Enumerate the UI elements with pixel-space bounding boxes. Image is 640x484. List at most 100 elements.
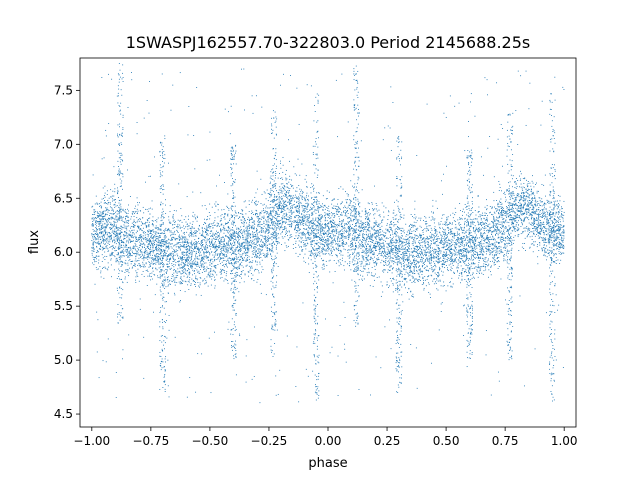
data-point xyxy=(303,221,305,222)
data-point xyxy=(410,223,411,225)
data-point xyxy=(500,230,502,232)
data-point xyxy=(562,246,564,248)
data-point xyxy=(239,244,241,246)
data-point xyxy=(158,242,160,244)
data-point xyxy=(323,227,325,229)
data-point xyxy=(292,204,294,206)
data-point xyxy=(124,222,126,224)
data-point xyxy=(517,193,519,194)
data-point xyxy=(300,246,302,247)
data-point xyxy=(126,245,128,247)
data-point xyxy=(513,227,515,229)
data-point xyxy=(421,260,423,262)
data-point xyxy=(476,247,478,249)
data-point xyxy=(348,235,350,237)
data-point xyxy=(169,205,171,207)
data-point xyxy=(110,196,112,198)
data-point xyxy=(527,204,529,206)
data-point xyxy=(113,231,115,233)
data-point xyxy=(209,242,211,244)
data-point xyxy=(388,261,390,263)
data-point xyxy=(335,243,337,245)
data-point xyxy=(263,245,265,247)
data-point xyxy=(435,278,437,279)
data-point xyxy=(554,238,556,240)
data-point xyxy=(181,258,183,259)
data-point xyxy=(240,229,242,231)
data-point xyxy=(472,276,474,278)
data-point xyxy=(342,219,344,221)
data-point xyxy=(214,272,216,274)
data-point xyxy=(229,236,231,238)
data-point xyxy=(530,202,532,204)
data-point xyxy=(128,242,130,244)
data-point xyxy=(296,206,298,207)
data-point xyxy=(380,248,382,250)
data-point xyxy=(548,234,550,236)
data-point xyxy=(460,272,462,274)
data-point xyxy=(306,219,308,221)
data-point xyxy=(488,276,489,278)
data-point xyxy=(453,261,455,263)
data-point xyxy=(368,264,370,265)
data-point xyxy=(376,263,378,265)
data-point xyxy=(556,229,558,231)
data-point xyxy=(298,232,300,234)
data-point xyxy=(406,254,408,256)
data-point xyxy=(361,241,363,242)
data-point xyxy=(154,255,156,257)
data-point xyxy=(272,251,274,253)
data-point xyxy=(487,215,488,217)
data-point xyxy=(430,260,432,262)
data-point xyxy=(271,250,273,252)
data-point xyxy=(281,190,282,192)
data-point xyxy=(110,227,112,229)
data-point xyxy=(97,212,99,214)
data-point xyxy=(405,287,406,289)
data-point xyxy=(92,217,94,219)
data-point xyxy=(422,264,424,266)
data-point xyxy=(291,198,293,200)
data-point xyxy=(280,160,281,162)
data-point xyxy=(228,226,230,228)
data-point xyxy=(551,250,553,252)
data-point xyxy=(310,251,312,253)
data-point xyxy=(464,248,466,250)
data-point xyxy=(128,220,129,222)
data-point xyxy=(119,218,120,219)
data-point xyxy=(158,237,160,239)
data-point xyxy=(321,250,323,252)
data-point xyxy=(315,201,317,203)
data-point xyxy=(316,199,318,201)
data-point xyxy=(111,248,113,250)
data-point xyxy=(547,240,549,241)
data-point xyxy=(510,197,512,199)
data-point xyxy=(524,177,526,179)
data-point xyxy=(256,216,258,218)
data-point xyxy=(499,200,500,202)
data-point xyxy=(389,231,390,233)
data-point xyxy=(516,208,518,210)
data-point xyxy=(382,251,384,253)
data-point xyxy=(189,271,191,273)
data-point xyxy=(292,243,294,245)
data-point xyxy=(93,259,95,260)
data-point xyxy=(442,214,443,216)
data-point xyxy=(198,255,200,257)
data-point xyxy=(190,242,192,243)
data-point xyxy=(319,231,321,233)
data-point xyxy=(550,258,552,260)
data-point xyxy=(180,264,182,266)
data-point xyxy=(170,267,172,269)
data-point xyxy=(433,251,434,253)
data-point xyxy=(249,221,251,223)
data-point xyxy=(93,209,95,211)
data-point xyxy=(467,275,469,276)
data-point xyxy=(540,225,542,227)
data-point xyxy=(311,186,313,188)
data-point xyxy=(474,245,476,247)
data-point xyxy=(414,272,416,274)
data-point xyxy=(208,256,210,258)
data-point xyxy=(125,241,127,243)
